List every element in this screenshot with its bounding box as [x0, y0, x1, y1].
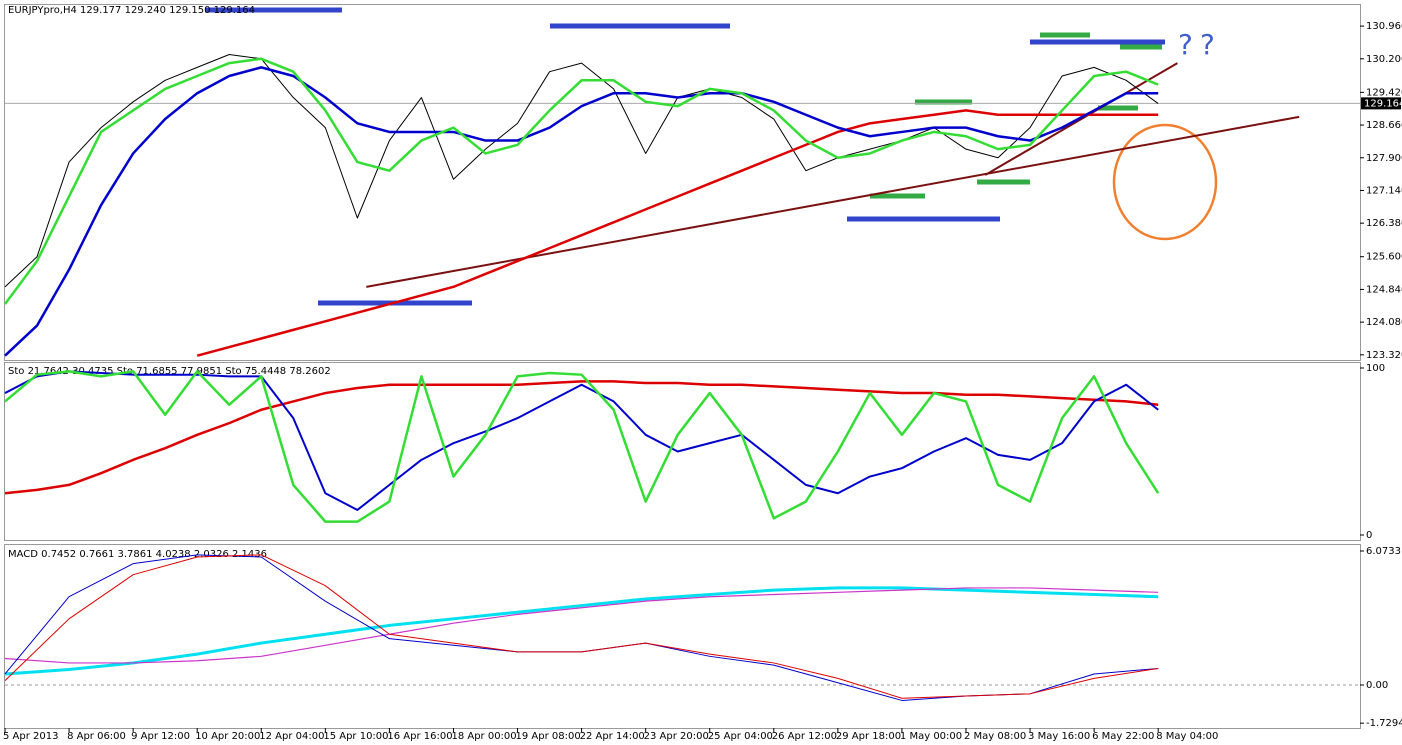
x-tick-label: 15 Apr 10:00: [323, 731, 388, 742]
x-tick-label: 18 Apr 00:00: [451, 731, 516, 742]
x-tick-label: 8 May 04:00: [1156, 731, 1218, 742]
y-tick-label: 127.140: [1366, 185, 1402, 196]
y-tick-label: 0.00: [1366, 680, 1388, 691]
macd-title: MACD 0.7452 0.7661 3.7861 4.0238 2.0326 …: [8, 549, 267, 560]
x-tick-label: 23 Apr 20:00: [644, 731, 709, 742]
series-line: [4, 66, 1159, 357]
series-line: [4, 587, 1159, 664]
last-price-box: [1361, 97, 1401, 110]
x-tick-label: 16 Apr 16:00: [387, 731, 452, 742]
x-tick-label: 5 Apr 2013: [3, 731, 58, 742]
y-tick-label: 125.600: [1366, 252, 1402, 263]
price-panel: [4, 4, 1361, 361]
y-tick-label: 6.0733: [1366, 546, 1401, 557]
trendline: [984, 62, 1178, 176]
annotation: ?: [1178, 28, 1193, 61]
x-tick-label: 12 Apr 04:00: [259, 731, 324, 742]
stoch-panel: [4, 362, 1361, 541]
annotation: ?: [1200, 28, 1215, 61]
series-line: [196, 109, 1159, 357]
y-tick-label: 124.080: [1366, 317, 1402, 328]
highlight-circle: [1112, 123, 1218, 241]
price-title: EURJPYpro,H4 129.177 129.240 129.150 129…: [8, 5, 255, 16]
x-tick-label: 9 Apr 12:00: [131, 731, 190, 742]
panel-frames: [4, 4, 1361, 729]
y-tick-label: 128.660: [1366, 120, 1402, 131]
y-tick-label: -1.7294: [1366, 718, 1402, 729]
series-line: [4, 380, 1159, 495]
x-tick-label: 8 Apr 06:00: [67, 731, 126, 742]
last-price-label: 129.164: [1364, 98, 1402, 109]
series-line: [4, 370, 1160, 523]
y-tick-label: 124.840: [1366, 284, 1402, 295]
series-line: [4, 586, 1159, 676]
y-tick-label: 123.320: [1366, 350, 1402, 361]
x-tick-label: 25 Apr 04:00: [708, 731, 773, 742]
y-tick-label: 127.900: [1366, 153, 1402, 164]
x-tick-label: 3 May 16:00: [1028, 731, 1090, 742]
y-tick-label: 129.420: [1366, 87, 1402, 98]
x-tick-label: 1 May 00:00: [900, 731, 962, 742]
stoch-title: Sto 21.7642 30.4735 Sto 71.6855 77.9851 …: [8, 366, 331, 377]
macd-panel: [4, 544, 1361, 729]
x-tick-label: 10 Apr 20:00: [195, 731, 260, 742]
x-tick-label: 29 Apr 18:00: [836, 731, 901, 742]
x-tick-label: 19 Apr 08:00: [516, 731, 581, 742]
drawn-levels: [205, 7, 1165, 306]
y-tick-label: 130.960: [1366, 21, 1402, 32]
x-tick-label: 2 May 08:00: [964, 731, 1026, 742]
series-line: [4, 53, 1159, 288]
x-tick-label: 6 May 22:00: [1092, 731, 1154, 742]
x-tick-label: 22 Apr 14:00: [580, 731, 645, 742]
y-tick-label: 0: [1366, 530, 1372, 541]
y-tick-label: 130.200: [1366, 54, 1402, 65]
series-line: [3, 57, 1159, 305]
series-line: [4, 554, 1159, 699]
y-tick-label: 126.380: [1366, 218, 1402, 229]
x-tick-label: 26 Apr 12:00: [772, 731, 837, 742]
y-tick-label: 100: [1366, 363, 1385, 374]
series-line: [4, 370, 1159, 511]
